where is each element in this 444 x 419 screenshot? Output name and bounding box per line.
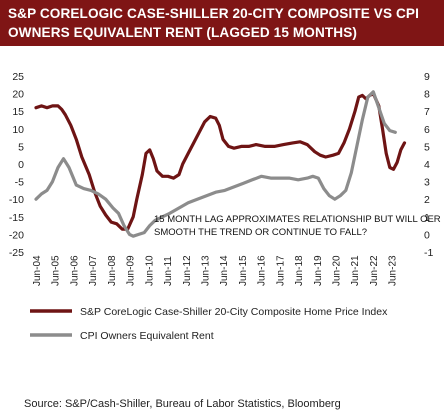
source-note: Source: S&P/Cash-Shiller, Bureau of Labo… xyxy=(24,398,341,410)
right-axis-tick-label: 0 xyxy=(424,229,430,241)
x-axis-tick-label: Jun-22 xyxy=(369,255,380,286)
x-axis-tick-label: Jun-05 xyxy=(51,255,62,286)
x-axis-tick-label: Jun-07 xyxy=(88,255,99,286)
chart-canvas: 2520151050-5-10-15-20-259876543210-1Jun-… xyxy=(9,71,441,342)
left-axis-tick-label: 0 xyxy=(18,159,24,171)
left-axis-tick-label: -25 xyxy=(9,247,24,259)
x-axis-tick-label: Jun-21 xyxy=(350,255,361,286)
annotation-line-2: SMOOTH THE TREND OR CONTINUE TO FALL? xyxy=(154,227,367,238)
right-axis-tick-label: 6 xyxy=(424,124,430,136)
x-axis-tick-label: Jun-15 xyxy=(238,255,249,286)
right-axis-tick-label: 8 xyxy=(424,89,430,101)
chart-title: S&P CORELOGIC CASE-SHILLER 20-CITY COMPO… xyxy=(0,0,444,46)
x-axis-tick-label: Jun-12 xyxy=(182,255,193,286)
left-axis-tick-label: -20 xyxy=(9,229,24,241)
right-axis-tick-label: -1 xyxy=(424,247,433,259)
right-axis-tick-label: 7 xyxy=(424,106,430,118)
x-axis-tick-label: Jun-13 xyxy=(200,255,211,286)
left-axis-tick-label: 5 xyxy=(18,141,24,153)
x-axis-tick-label: Jun-11 xyxy=(163,256,174,286)
chart-title-line-1: S&P CORELOGIC CASE-SHILLER 20-CITY COMPO… xyxy=(8,6,419,21)
left-axis-tick-label: 15 xyxy=(12,106,24,118)
left-axis-tick-label: -5 xyxy=(15,177,24,189)
chart-title-line-2: OWNERS EQUIVALENT RENT (LAGGED 15 MONTHS… xyxy=(8,25,357,40)
x-axis-tick-label: Jun-04 xyxy=(32,255,43,286)
right-axis-tick-label: 1 xyxy=(424,212,430,224)
right-axis-tick-label: 9 xyxy=(424,71,430,83)
left-axis-tick-label: -15 xyxy=(9,212,24,224)
oer-series-line xyxy=(34,90,397,238)
x-axis-tick-label: Jun-18 xyxy=(294,255,305,286)
x-axis-tick-label: Jun-19 xyxy=(313,255,324,286)
x-axis-tick-label: Jun-14 xyxy=(219,255,230,286)
left-axis-tick-label: 10 xyxy=(12,124,24,136)
case-shiller-series-line xyxy=(34,91,407,231)
series-layer xyxy=(34,90,407,238)
x-axis-tick-label: Jun-08 xyxy=(107,255,118,286)
legend-label-oer: CPI Owners Equivalent Rent xyxy=(80,330,214,342)
axes-layer: 2520151050-5-10-15-20-259876543210-1Jun-… xyxy=(9,71,434,286)
x-axis-tick-label: Jun-23 xyxy=(388,255,399,286)
x-axis-tick-label: Jun-09 xyxy=(126,255,137,286)
legend-label-case-shiller: S&P CoreLogic Case-Shiller 20-City Compo… xyxy=(80,306,388,318)
x-axis-tick-label: Jun-20 xyxy=(332,255,343,286)
left-axis-tick-label: -10 xyxy=(9,194,24,206)
right-axis-tick-label: 3 xyxy=(424,177,430,189)
left-axis-tick-label: 20 xyxy=(12,89,24,101)
x-axis-tick-label: Jun-10 xyxy=(144,255,155,286)
x-axis-tick-label: Jun-17 xyxy=(275,255,286,286)
x-axis-tick-label: Jun-16 xyxy=(257,255,268,286)
left-axis-tick-label: 25 xyxy=(12,71,24,83)
right-axis-tick-label: 4 xyxy=(424,159,430,171)
right-axis-tick-label: 2 xyxy=(424,194,430,206)
right-axis-tick-label: 5 xyxy=(424,141,430,153)
annotation-line-1: 15 MONTH LAG APPROXIMATES RELATIONSHIP B… xyxy=(154,214,441,225)
x-axis-tick-label: Jun-06 xyxy=(69,255,80,286)
legend: S&P CoreLogic Case-Shiller 20-City Compo… xyxy=(30,306,388,342)
